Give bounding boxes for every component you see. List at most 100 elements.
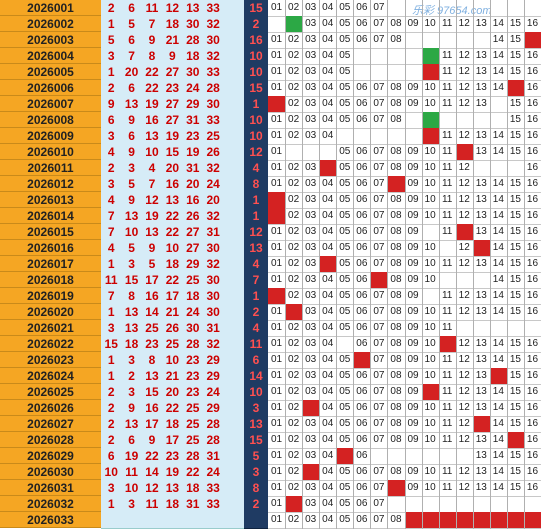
trend-cell: 08 <box>390 98 402 109</box>
trend-cell: 02 <box>288 66 300 77</box>
red-ball-number: 26 <box>206 145 220 159</box>
trend-cell: 15 <box>509 306 521 317</box>
trend-cell: 04 <box>322 226 334 237</box>
trend-cell: 14 <box>492 34 504 45</box>
trend-cell: 01 <box>270 434 283 445</box>
period-number: 2026002 <box>0 16 101 32</box>
trend-cell <box>387 496 404 512</box>
trend-cell: 07 <box>373 194 385 205</box>
trend-cell: 16 <box>526 66 539 77</box>
trend-cell: 16 <box>526 258 539 269</box>
trend-cell: 10 <box>424 210 436 221</box>
table-row: 2026031 3 10 12 13 18 33 8 01 02 03 04 05 06 07 09 10 11 1… <box>0 480 541 497</box>
red-ball-number: 20 <box>165 385 180 399</box>
trend-cell: 09 <box>407 82 419 93</box>
trend-mark-green <box>421 112 439 128</box>
red-ball-number: 25 <box>145 321 159 335</box>
trend-cell: 08 <box>390 418 402 429</box>
red-ball-number: 3 <box>107 321 115 335</box>
trend-cell <box>319 144 336 160</box>
trend-cell <box>456 448 473 464</box>
period-number: 2026001 <box>0 0 101 16</box>
trend-cell: 03 <box>305 2 317 13</box>
period-number: 2026012 <box>0 176 101 192</box>
trend-cell: 08 <box>390 162 402 173</box>
blue-ball-trend-cells: 01 02 03 04 05 06 07 08 09 11 13 14 15 16 <box>268 224 541 241</box>
trend-mark-red <box>421 64 439 80</box>
trend-cell: 07 <box>373 210 385 221</box>
trend-cell: 14 <box>492 146 504 157</box>
trend-cell: 10 <box>424 178 436 189</box>
trend-cell: 05 <box>339 418 351 429</box>
red-ball-number: 29 <box>206 353 220 367</box>
table-row: 2026026 2 9 16 22 25 29 3 01 02 04 05 06 07 08 09 10 11 12… <box>0 400 541 417</box>
trend-cell: 05 <box>339 146 351 157</box>
red-ball-number: 2 <box>107 433 115 447</box>
trend-cell <box>405 448 422 464</box>
red-ball-number: 13 <box>186 1 200 15</box>
trend-mark-red <box>438 336 456 352</box>
trend-cell: 05 <box>339 66 351 77</box>
blue-ball-number <box>244 512 268 529</box>
trend-cell <box>473 160 490 176</box>
trend-cell: 16 <box>526 418 539 429</box>
trend-cell: 01 <box>270 514 283 525</box>
red-ball-number: 17 <box>165 433 180 447</box>
trend-cell: 03 <box>305 418 317 429</box>
trend-cell: 14 <box>492 434 504 445</box>
trend-cell: 04 <box>322 18 334 29</box>
trend-cell: 11 <box>441 402 453 413</box>
trend-cell: 02 <box>288 434 300 445</box>
red-ball-number: 33 <box>206 65 220 79</box>
trend-mark-red <box>268 208 286 224</box>
trend-cell: 02 <box>288 2 300 13</box>
red-ball-number: 7 <box>128 49 135 63</box>
trend-cell: 14 <box>492 226 504 237</box>
blue-ball-trend-cells: 01 02 03 04 05 07 08 09 10 11 12 13 14 15 16 <box>268 352 541 369</box>
trend-cell <box>302 144 319 160</box>
red-ball-numbers: 2 3 15 20 23 24 <box>101 384 244 401</box>
trend-cell: 06 <box>356 98 368 109</box>
trend-cell: 12 <box>458 290 470 301</box>
trend-cell: 14 <box>492 402 504 413</box>
trend-cell: 05 <box>339 482 351 493</box>
red-ball-number: 18 <box>186 289 200 303</box>
table-row: 2026012 3 5 7 16 20 24 8 01 02 03 04 05 06 07 09 10 11 12 1… <box>0 176 541 193</box>
blue-ball-number: 12 <box>244 224 268 241</box>
table-row: 2026011 2 3 4 20 31 32 4 01 02 03 05 06 07 08 09 10 11 12 1… <box>0 160 541 177</box>
blue-ball-number: 5 <box>244 448 268 465</box>
trend-cell: 02 <box>288 82 300 93</box>
trend-cell: 11 <box>441 354 453 365</box>
red-ball-number: 10 <box>124 225 139 239</box>
trend-cell: 04 <box>322 498 334 509</box>
blue-ball-trend-cells: 01 02 03 04 05 06 07 08 09 11 12 13 14 15 16 <box>268 384 541 401</box>
blue-ball-number: 13 <box>244 240 268 257</box>
trend-cell: 06 <box>356 178 368 189</box>
trend-cell: 12 <box>458 482 470 493</box>
table-row: 2026016 4 5 9 10 27 30 13 01 02 03 04 05 06 07 08 09 10 12… <box>0 240 541 257</box>
table-row: 2026006 2 6 22 23 24 28 15 01 02 03 04 05 06 07 08 09 10 1… <box>0 80 541 97</box>
trend-cell <box>490 320 507 336</box>
trend-cell: 07 <box>373 386 385 397</box>
trend-cell: 13 <box>475 210 487 221</box>
trend-cell: 09 <box>407 482 419 493</box>
trend-cell <box>387 0 404 16</box>
red-ball-number: 9 <box>128 193 135 207</box>
trend-cell: 09 <box>407 370 419 381</box>
red-ball-numbers: 11 15 17 22 25 30 <box>101 272 244 289</box>
table-row: 2026002 1 5 7 18 30 32 2 03 04 05 06 07 08 09 10 11 12 13 1… <box>0 16 541 33</box>
blue-ball-number: 3 <box>244 400 268 417</box>
trend-cell: 12 <box>458 194 470 205</box>
red-ball-number: 18 <box>165 17 180 31</box>
trend-mark-green <box>421 48 439 64</box>
red-ball-numbers: 2 3 4 20 31 32 <box>101 160 244 177</box>
trend-cell: 04 <box>322 50 334 61</box>
trend-cell: 10 <box>424 402 436 413</box>
red-ball-number: 33 <box>206 481 220 495</box>
red-ball-number: 32 <box>206 209 220 223</box>
red-ball-number <box>121 512 141 528</box>
trend-cell <box>405 128 422 144</box>
red-ball-number: 2 <box>107 81 115 95</box>
red-ball-number: 2 <box>107 385 115 399</box>
trend-mark-red <box>421 512 439 528</box>
